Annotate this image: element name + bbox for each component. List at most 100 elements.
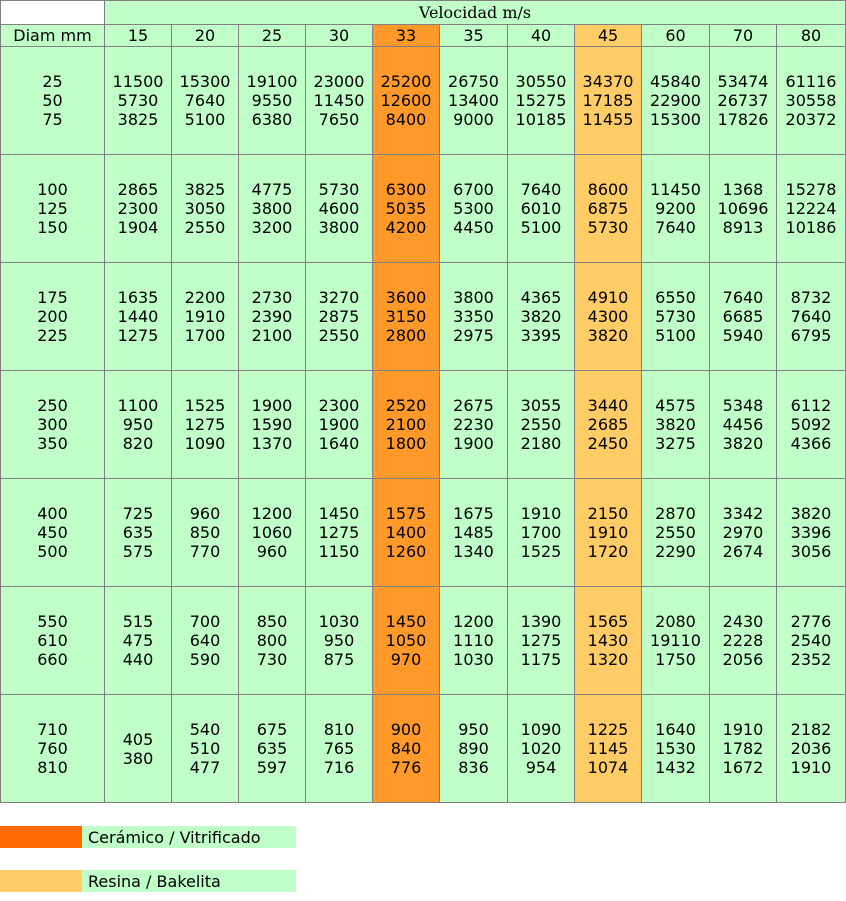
table-row: 400 450 500 725 635 575 960 850 770 1200 10… bbox=[0, 479, 846, 587]
rpm-cell: 675 635 597 bbox=[239, 695, 306, 803]
rpm-cell: 4910 4300 3820 bbox=[575, 263, 642, 371]
rpm-cell: 26750 13400 9000 bbox=[440, 47, 508, 155]
diameter-cell: 710 760 810 bbox=[0, 695, 105, 803]
rpm-cell: 3440 2685 2450 bbox=[575, 371, 642, 479]
rpm-cell: 4365 3820 3395 bbox=[508, 263, 575, 371]
rpm-table: Velocidad m/s Diam mm 15 20 25 30 33 35 40 45 60… bbox=[0, 0, 846, 803]
rpm-cell: 8732 7640 6795 bbox=[777, 263, 846, 371]
rpm-cell: 1640 1530 1432 bbox=[642, 695, 710, 803]
legend-ceramic: Cerámico / Vitrificado bbox=[0, 826, 296, 848]
rpm-cell: 1900 1590 1370 bbox=[239, 371, 306, 479]
rpm-cell: 1565 1430 1320 bbox=[575, 587, 642, 695]
rpm-cell: 4775 3800 3200 bbox=[239, 155, 306, 263]
speed-header: 20 bbox=[172, 25, 239, 47]
rpm-cell: 19100 9550 6380 bbox=[239, 47, 306, 155]
rpm-cell: 61116 30558 20372 bbox=[777, 47, 846, 155]
rpm-cell: 2300 1900 1640 bbox=[306, 371, 373, 479]
rpm-cell: 2776 2540 2352 bbox=[777, 587, 846, 695]
rpm-cell: 23000 11450 7650 bbox=[306, 47, 373, 155]
rpm-cell: 6700 5300 4450 bbox=[440, 155, 508, 263]
diameter-cell: 400 450 500 bbox=[0, 479, 105, 587]
rpm-cell: 540 510 477 bbox=[172, 695, 239, 803]
rpm-cell: 1030 950 875 bbox=[306, 587, 373, 695]
rpm-cell: 34370 17185 11455 bbox=[575, 47, 642, 155]
speed-header: 30 bbox=[306, 25, 373, 47]
rpm-cell: 6300 5035 4200 bbox=[373, 155, 440, 263]
table-row: 550 610 660 515 475 440 700 640 590 850 800… bbox=[0, 587, 846, 695]
diameter-cell: 550 610 660 bbox=[0, 587, 105, 695]
diam-header: Diam mm bbox=[0, 25, 105, 47]
rpm-cell: 810 765 716 bbox=[306, 695, 373, 803]
speed-header: 45 bbox=[575, 25, 642, 47]
rpm-cell: 1390 1275 1175 bbox=[508, 587, 575, 695]
rpm-cell: 3800 3350 2975 bbox=[440, 263, 508, 371]
resin-swatch bbox=[0, 870, 82, 892]
speed-header: 25 bbox=[239, 25, 306, 47]
rpm-cell: 1200 1110 1030 bbox=[440, 587, 508, 695]
rpm-cell: 53474 26737 17826 bbox=[710, 47, 777, 155]
rpm-cell: 1450 1275 1150 bbox=[306, 479, 373, 587]
speed-header: 33 bbox=[373, 25, 440, 47]
rpm-cell: 2182 2036 1910 bbox=[777, 695, 846, 803]
table-row: 100 125 150 2865 2300 1904 3825 3050 2550 4… bbox=[0, 155, 846, 263]
rpm-cell: 1200 1060 960 bbox=[239, 479, 306, 587]
rpm-cell: 515 475 440 bbox=[105, 587, 172, 695]
rpm-cell: 25200 12600 8400 bbox=[373, 47, 440, 155]
table-row: 175 200 225 1635 1440 1275 2200 1910 1700 2… bbox=[0, 263, 846, 371]
rpm-cell: 1635 1440 1275 bbox=[105, 263, 172, 371]
rpm-cell: 1525 1275 1090 bbox=[172, 371, 239, 479]
rpm-cell: 2865 2300 1904 bbox=[105, 155, 172, 263]
legend-label-ceramic: Cerámico / Vitrificado bbox=[88, 827, 261, 847]
rpm-cell: 5348 4456 3820 bbox=[710, 371, 777, 479]
rpm-cell: 1910 1782 1672 bbox=[710, 695, 777, 803]
rpm-cell: 405 380 bbox=[105, 695, 172, 803]
rpm-cell: 7640 6010 5100 bbox=[508, 155, 575, 263]
ceramic-swatch bbox=[0, 826, 82, 848]
corner-cell bbox=[0, 0, 105, 25]
velocity-title: Velocidad m/s bbox=[105, 0, 846, 25]
rpm-cell: 11500 5730 3825 bbox=[105, 47, 172, 155]
rpm-cell: 3825 3050 2550 bbox=[172, 155, 239, 263]
speed-header: 80 bbox=[777, 25, 846, 47]
rpm-cell: 3055 2550 2180 bbox=[508, 371, 575, 479]
rpm-cell: 900 840 776 bbox=[373, 695, 440, 803]
rpm-cell: 2080 19110 1750 bbox=[642, 587, 710, 695]
rpm-cell: 1910 1700 1525 bbox=[508, 479, 575, 587]
speed-header: 70 bbox=[710, 25, 777, 47]
rpm-cell: 725 635 575 bbox=[105, 479, 172, 587]
diameter-cell: 250 300 350 bbox=[0, 371, 105, 479]
diameter-cell: 25 50 75 bbox=[0, 47, 105, 155]
rpm-cell: 15278 12224 10186 bbox=[777, 155, 846, 263]
rpm-cell: 850 800 730 bbox=[239, 587, 306, 695]
rpm-cell: 4575 3820 3275 bbox=[642, 371, 710, 479]
rpm-cell: 2200 1910 1700 bbox=[172, 263, 239, 371]
rpm-cell: 1675 1485 1340 bbox=[440, 479, 508, 587]
rpm-cell: 960 850 770 bbox=[172, 479, 239, 587]
rpm-cell: 15300 7640 5100 bbox=[172, 47, 239, 155]
rpm-cell: 1100 950 820 bbox=[105, 371, 172, 479]
speed-header: 40 bbox=[508, 25, 575, 47]
rpm-cell: 3820 3396 3056 bbox=[777, 479, 846, 587]
speed-header: 35 bbox=[440, 25, 508, 47]
diameter-cell: 175 200 225 bbox=[0, 263, 105, 371]
diameter-cell: 100 125 150 bbox=[0, 155, 105, 263]
legend-label-resin: Resina / Bakelita bbox=[88, 871, 221, 891]
table-row: 25 50 75 11500 5730 3825 15300 7640 5100 19… bbox=[0, 47, 846, 155]
rpm-cell: 700 640 590 bbox=[172, 587, 239, 695]
rpm-cell: 2870 2550 2290 bbox=[642, 479, 710, 587]
rpm-cell: 1575 1400 1260 bbox=[373, 479, 440, 587]
speed-header: 15 bbox=[105, 25, 172, 47]
rpm-cell: 2520 2100 1800 bbox=[373, 371, 440, 479]
rpm-cell: 2430 2228 2056 bbox=[710, 587, 777, 695]
rpm-cell: 7640 6685 5940 bbox=[710, 263, 777, 371]
rpm-cell: 2675 2230 1900 bbox=[440, 371, 508, 479]
rpm-cell: 3600 3150 2800 bbox=[373, 263, 440, 371]
rpm-cell: 3270 2875 2550 bbox=[306, 263, 373, 371]
rpm-cell: 2150 1910 1720 bbox=[575, 479, 642, 587]
table-row: 250 300 350 1100 950 820 1525 1275 1090 190… bbox=[0, 371, 846, 479]
rpm-cell: 6112 5092 4366 bbox=[777, 371, 846, 479]
rpm-cell: 3342 2970 2674 bbox=[710, 479, 777, 587]
speed-header: 60 bbox=[642, 25, 710, 47]
rpm-cell: 1090 1020 954 bbox=[508, 695, 575, 803]
rpm-cell: 1225 1145 1074 bbox=[575, 695, 642, 803]
